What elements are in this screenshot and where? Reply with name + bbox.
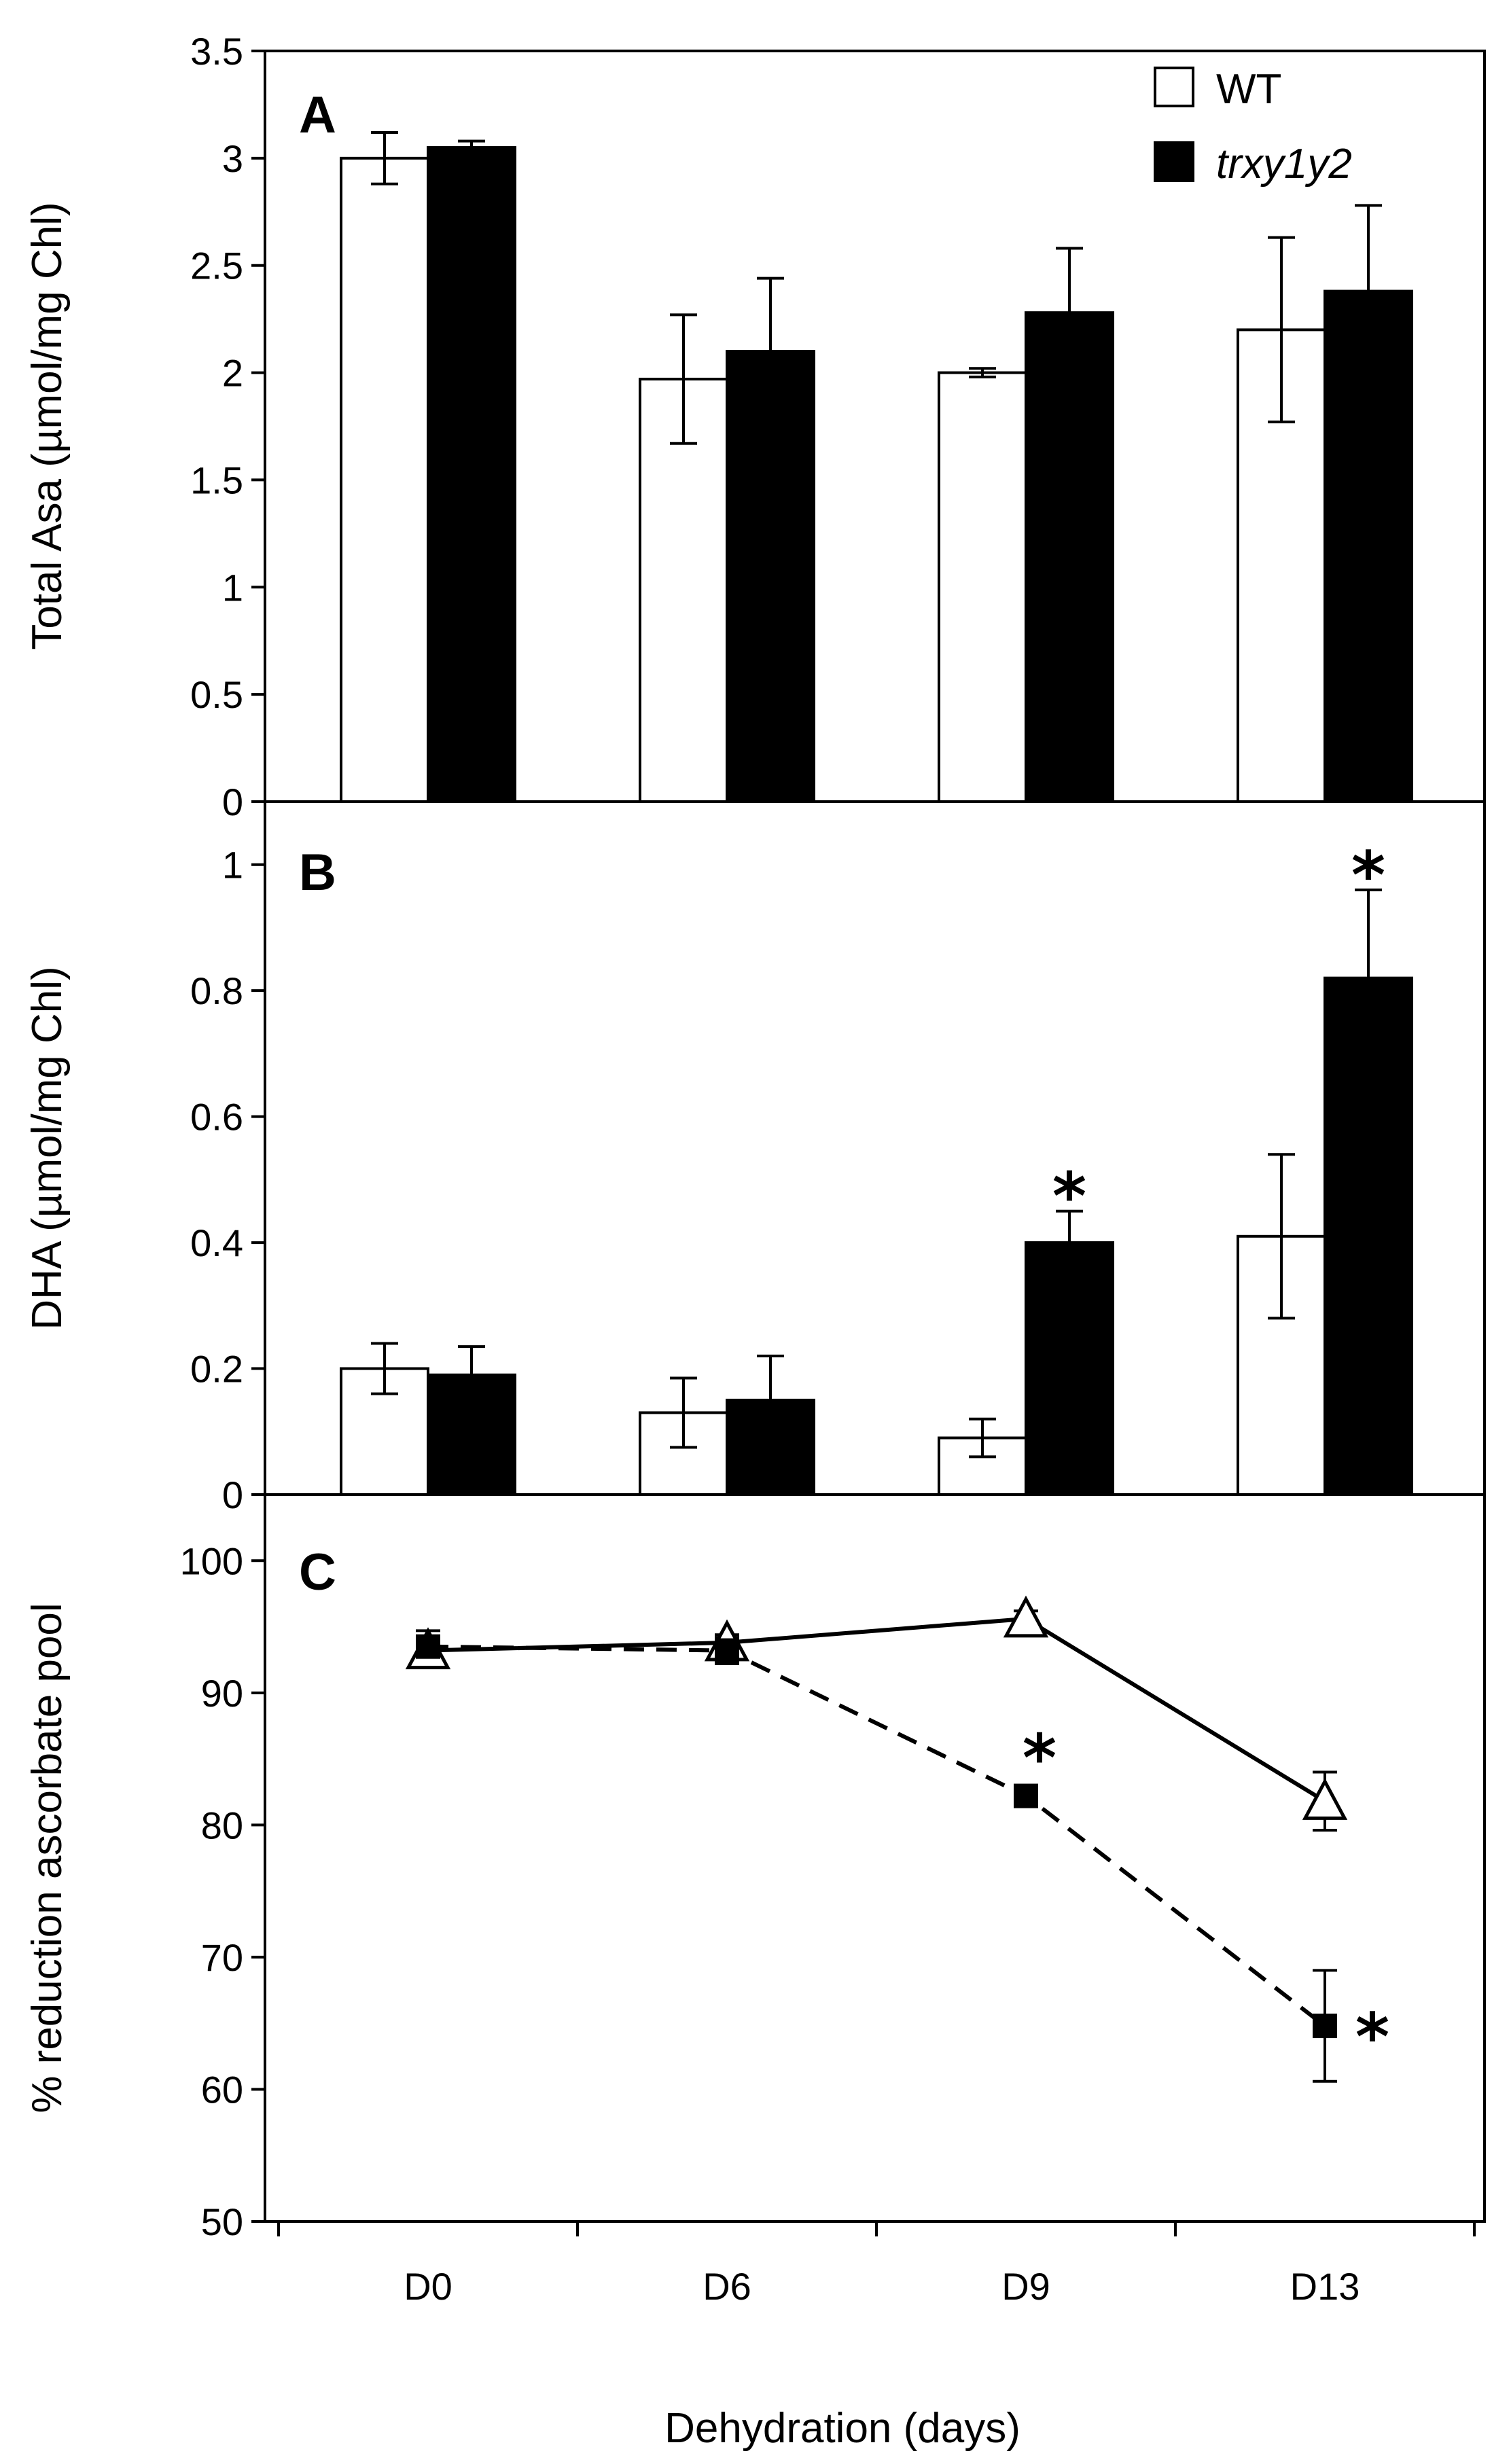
panel-a-y-tick-label: 1.5 — [190, 459, 243, 501]
point-trxy1y2-d6 — [715, 1638, 739, 1663]
legend-wt-swatch — [1154, 67, 1194, 107]
panel-a-y-tick-label: 3.5 — [190, 30, 243, 73]
x-tick-label: D6 — [703, 2265, 751, 2308]
panel-c-y-tick-label: 70 — [201, 1936, 243, 1979]
panel-c-y-tick-label: 90 — [201, 1672, 243, 1715]
panel-b-y-tick-label: 0.4 — [190, 1221, 243, 1264]
panel-c-y-tick-label: 60 — [201, 2068, 243, 2111]
series-line-wt — [427, 1616, 1326, 1803]
x-tick-label: D13 — [1290, 2265, 1360, 2308]
point-wt-d9 — [1003, 1595, 1049, 1638]
panel-c-letter: C — [299, 1543, 336, 1601]
bar-a-wt-d0 — [340, 156, 429, 804]
bar-a-wt-d9 — [938, 371, 1027, 803]
panel-a-y-tick-label: 0.5 — [190, 673, 243, 716]
bar-a-trxy1y2-d0 — [427, 146, 516, 804]
panel-c-y-tick-label: 80 — [201, 1804, 243, 1846]
panel-b-y-tick-label: 0.6 — [190, 1096, 243, 1139]
panel-a-letter: A — [299, 86, 336, 144]
legend-trxy1y2-label: trxy1y2 — [1216, 141, 1352, 188]
panel-a-y-tick-label: 2 — [222, 352, 243, 395]
panel-b-y-tick-label: 0.2 — [190, 1348, 243, 1391]
panel-b-y-tick-label: 0 — [222, 1474, 243, 1516]
panel-b-y-tick-label: 1 — [222, 844, 243, 887]
point-trxy1y2-d9 — [1014, 1783, 1038, 1808]
panel-a-y-tick-label: 0 — [222, 781, 243, 823]
panel-c-frame — [264, 1493, 1486, 2223]
legend: WT trxy1y2 — [1154, 66, 1352, 188]
panel-a-y-tick-label: 2.5 — [190, 245, 243, 287]
x-axis-title: Dehydration (days) — [664, 2405, 1020, 2452]
significance-star: * — [1351, 838, 1385, 914]
legend-trxy1y2-swatch — [1154, 141, 1194, 182]
panel-b-y-axis-title: DHA (µmol/mg Chl) — [24, 966, 71, 1329]
significance-star: * — [1023, 1721, 1056, 1797]
series-line-trxy1y2 — [427, 1644, 1326, 2028]
point-wt-d13 — [1302, 1778, 1348, 1820]
significance-star: * — [1052, 1159, 1086, 1235]
point-trxy1y2-d0 — [416, 1634, 440, 1659]
panel-a-y-axis-title: Total Asa (µmol/mg Chl) — [24, 202, 71, 649]
panel-c-y-axis-title: % reduction ascorbate pool — [24, 1603, 71, 2113]
chart-layer: 0 0.5 1 1.5 2 2.5 3 3.5 0 0.2 0.4 0.6 0.8 1 * * 50 60 70 80… — [180, 30, 1476, 2308]
panel-a-y-tick-label: 3 — [222, 137, 243, 180]
panel-a-y-tick-label: 1 — [222, 566, 243, 609]
panel-c-y-tick-label: 100 — [180, 1539, 243, 1582]
bar-a-trxy1y2-d6 — [726, 350, 815, 803]
panel-b-letter: B — [299, 844, 336, 901]
x-tick-label: D0 — [404, 2265, 452, 2308]
point-trxy1y2-d13 — [1313, 2014, 1337, 2039]
panel-b-y-tick-label: 0.8 — [190, 969, 243, 1012]
x-tick-label: D9 — [1001, 2265, 1050, 2308]
bar-a-trxy1y2-d9 — [1025, 311, 1114, 803]
significance-star: * — [1355, 1999, 1389, 2075]
legend-wt-label: WT — [1216, 66, 1281, 113]
panel-c-y-tick-label: 50 — [201, 2200, 243, 2243]
bar-b-trxy1y2-d9 — [1025, 1241, 1114, 1497]
